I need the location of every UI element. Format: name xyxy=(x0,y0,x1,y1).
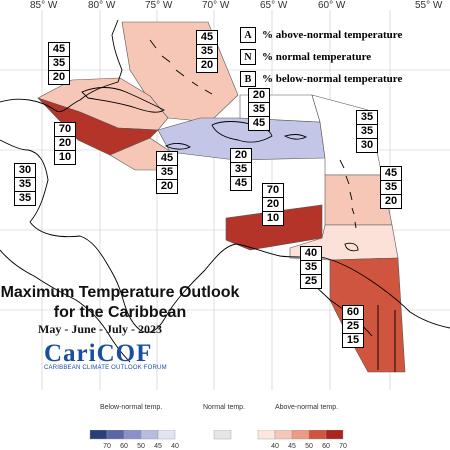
legend-text: % below-normal temperature xyxy=(262,73,403,85)
prob-box-hispaniola-south: 20 35 45 xyxy=(230,148,252,191)
lon-label-70w: 70° W xyxy=(202,0,230,11)
lon-label-75w: 75° W xyxy=(145,0,173,11)
scale-tick-label: 60 xyxy=(120,443,128,450)
scale-tick-label: 50 xyxy=(137,443,145,450)
legend-key: N xyxy=(240,49,256,65)
scale-above-label: Above-normal temp. xyxy=(275,404,339,411)
legend-row-below: B % below-normal temperature xyxy=(240,69,420,89)
scale-tick-label: 45 xyxy=(288,443,296,450)
scale-swatch-above xyxy=(325,430,344,440)
logo-name: CariCOF xyxy=(44,340,153,367)
lon-label-60w: 60° W xyxy=(318,0,346,11)
map-title: Maximum Temperature Outlook for the Cari… xyxy=(0,283,240,323)
scale-swatch-below xyxy=(123,430,142,440)
prob-box-windward: 45 35 20 xyxy=(380,166,402,209)
scale-swatch-above xyxy=(308,430,327,440)
prob-box-leeward: 35 35 30 xyxy=(356,110,378,153)
scale-tick-label: 45 xyxy=(154,443,162,450)
lon-label-85w: 85° W xyxy=(30,0,58,11)
legend-text: % normal temperature xyxy=(262,51,372,63)
scale-tick-label: 40 xyxy=(271,443,279,450)
title-line-1: Maximum Temperature Outlook xyxy=(0,284,240,301)
legend-row-normal: N % normal temperature xyxy=(240,47,420,67)
region-abc xyxy=(225,204,323,251)
scale-swatch-below xyxy=(157,430,176,440)
coastlines xyxy=(0,19,450,372)
prob-box-bahamas: 45 35 20 xyxy=(196,30,218,73)
lon-label-80w: 80° W xyxy=(88,0,116,11)
prob-box-hispaniola-north: 20 35 45 xyxy=(248,88,270,131)
scale-tick-label: 70 xyxy=(339,443,347,450)
prob-box-trinidad: 40 35 25 xyxy=(300,246,322,289)
prob-box-guianas: 60 25 15 xyxy=(342,305,364,348)
prob-box-cayman: 70 20 10 xyxy=(54,122,76,165)
scale-tick-label: 50 xyxy=(305,443,313,450)
logo-subtitle: CARIBBEAN CLIMATE OUTLOOK FORUM xyxy=(44,365,167,371)
legend-key: B xyxy=(240,71,256,87)
scale-swatch-normal xyxy=(213,430,232,440)
legend-text: % above-normal temperature xyxy=(262,29,403,41)
scale-swatch-above xyxy=(291,430,310,440)
scale-swatch-below xyxy=(140,430,159,440)
color-scale xyxy=(89,430,344,440)
scale-swatch-above xyxy=(274,430,293,440)
scale-below-label: Below-normal temp. xyxy=(100,404,163,411)
prob-box-belize: 30 35 35 xyxy=(14,163,36,206)
outlook-map xyxy=(0,10,450,390)
legend-row-above: A % above-normal temperature xyxy=(240,25,420,45)
caricof-logo: CariCOF CARIBBEAN CLIMATE OUTLOOK FORUM xyxy=(44,340,167,371)
region-cayman xyxy=(37,97,159,156)
scale-swatch-below xyxy=(89,430,108,440)
scale-tick-label: 70 xyxy=(103,443,111,450)
lon-label-65w: 65° W xyxy=(260,0,288,11)
scale-normal-label: Normal temp. xyxy=(203,404,246,411)
prob-box-jamaica: 45 35 20 xyxy=(156,151,178,194)
title-line-2: for the Caribbean xyxy=(53,304,187,321)
scale-swatch-above xyxy=(257,430,276,440)
prob-box-cuba: 45 35 20 xyxy=(48,42,70,85)
scale-tick-label: 60 xyxy=(322,443,330,450)
scale-tick-label: 40 xyxy=(171,443,179,450)
scale-swatch-below xyxy=(106,430,125,440)
lon-label-55w: 55° W xyxy=(415,0,443,11)
legend-key: A xyxy=(240,27,256,43)
anb-legend: A % above-normal temperature N % normal … xyxy=(240,25,420,91)
forecast-period: May - June - July - 2023 xyxy=(38,322,162,336)
prob-box-abc: 70 20 10 xyxy=(262,183,284,226)
